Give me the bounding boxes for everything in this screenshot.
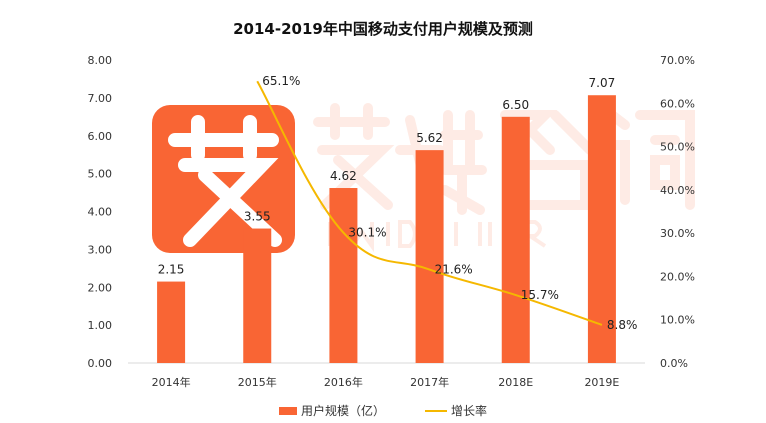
bar-data-label: 7.07 [589,76,616,90]
line-data-label: 8.8% [607,318,638,332]
bar-data-label: 4.62 [330,169,357,183]
y-tick-label: 7.00 [88,92,113,105]
bar-data-label: 2.15 [158,263,185,277]
x-tick-label: 2019E [584,376,619,389]
bar-data-label: 6.50 [502,98,529,112]
line-data-label: 30.1% [348,226,386,240]
bar [501,116,530,363]
legend-item-users: 用户规模（亿） [278,402,385,419]
legend-label: 增长率 [451,404,488,418]
y2-tick-label: 50.0% [660,141,695,154]
bar [157,281,186,363]
chart-title: 2014-2019年中国移动支付用户规模及预测 [233,20,533,38]
growth-line [256,80,603,326]
y-tick-label: 8.00 [88,54,113,67]
watermark-glyph [313,103,395,210]
y-tick-label: 2.00 [88,281,113,294]
legend: 用户规模（亿） 增长率 [0,402,766,419]
y2-tick-label: 70.0% [660,54,695,67]
y2-tick-label: 40.0% [660,184,695,197]
watermark-glyph [603,110,695,210]
line-data-label: 15.7% [521,288,559,302]
legend-item-growth: 增长率 [425,402,487,419]
bar [243,228,272,363]
x-tick-label: 2017年 [410,375,449,389]
line-data-label: 21.6% [435,263,473,277]
x-tick-label: 2015年 [238,375,277,389]
y-tick-label: 0.00 [88,357,113,370]
y-tick-label: 6.00 [88,130,113,143]
y2-tick-label: 20.0% [660,270,695,283]
bar-data-label: 3.55 [244,210,271,224]
watermark-logo-glyph [168,115,282,247]
x-tick-label: 2018E [498,376,533,389]
y-tick-label: 3.00 [88,243,113,256]
y2-tick-label: 30.0% [660,227,695,240]
x-tick-label: 2014年 [152,375,191,389]
bar [329,188,358,363]
bar-data-label: 5.62 [416,131,443,145]
y2-tick-label: 0.0% [660,357,688,370]
legend-label: 用户规模（亿） [300,404,385,418]
legend-swatch-line [425,409,447,412]
x-tick-label: 2016年 [324,375,363,389]
legend-swatch-bar [278,406,297,415]
bar [415,150,444,363]
y-tick-label: 1.00 [88,319,113,332]
bar [587,95,616,363]
line-data-label: 65.1% [262,74,300,88]
y2-tick-label: 10.0% [660,314,695,327]
y2-tick-label: 60.0% [660,97,695,110]
watermark-glyph [500,110,595,210]
y-tick-label: 5.00 [88,168,113,181]
y-tick-label: 4.00 [88,206,113,219]
